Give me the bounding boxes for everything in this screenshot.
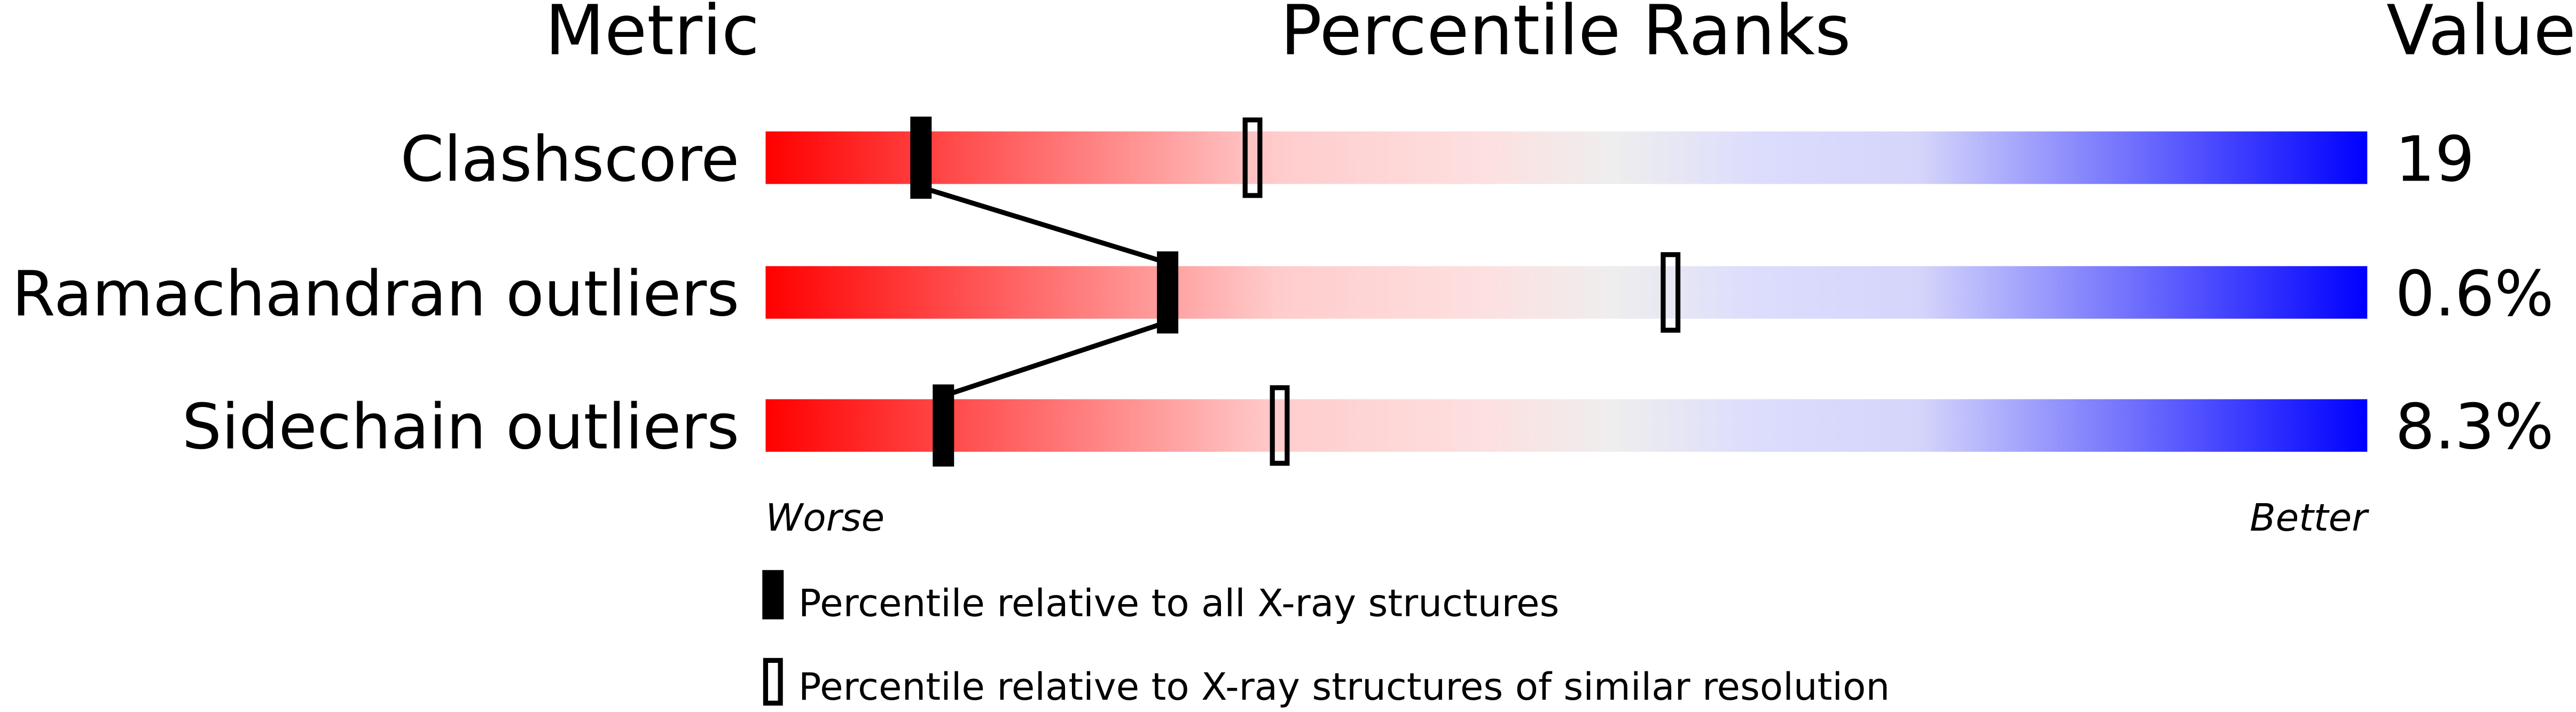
- similar-resolution-marker: [1270, 385, 1290, 466]
- metric-label: Ramachandran outliers: [12, 258, 739, 331]
- all-structures-marker: [1157, 251, 1179, 334]
- connector-line: [920, 185, 1169, 265]
- header-metric: Metric: [545, 0, 760, 71]
- gradient-bar: [765, 399, 2368, 452]
- metric-label: Clashscore: [401, 123, 740, 195]
- header-value: Value: [2386, 0, 2576, 71]
- connector-line: [942, 319, 1169, 398]
- legend-filled-marker: [762, 570, 784, 620]
- similar-resolution-marker: [1242, 117, 1263, 198]
- similar-resolution-marker: [1661, 252, 1681, 333]
- legend-similar-label: Percentile relative to X-ray structures …: [798, 664, 1890, 709]
- gradient-bar: [765, 266, 2368, 319]
- metric-value: 19: [2395, 123, 2475, 195]
- worse-label: Worse: [765, 495, 884, 539]
- all-structures-marker: [910, 116, 932, 199]
- metric-value: 8.3%: [2395, 391, 2554, 464]
- legend-all-label: Percentile relative to all X-ray structu…: [798, 581, 1559, 625]
- better-label: Better: [2250, 495, 2369, 539]
- all-structures-marker: [933, 384, 954, 467]
- metric-value: 0.6%: [2395, 258, 2554, 331]
- header-percentile-ranks: Percentile Ranks: [1280, 0, 1851, 71]
- gradient-bar: [765, 131, 2368, 184]
- legend-hollow-marker: [763, 658, 783, 706]
- metric-label: Sidechain outliers: [182, 391, 739, 464]
